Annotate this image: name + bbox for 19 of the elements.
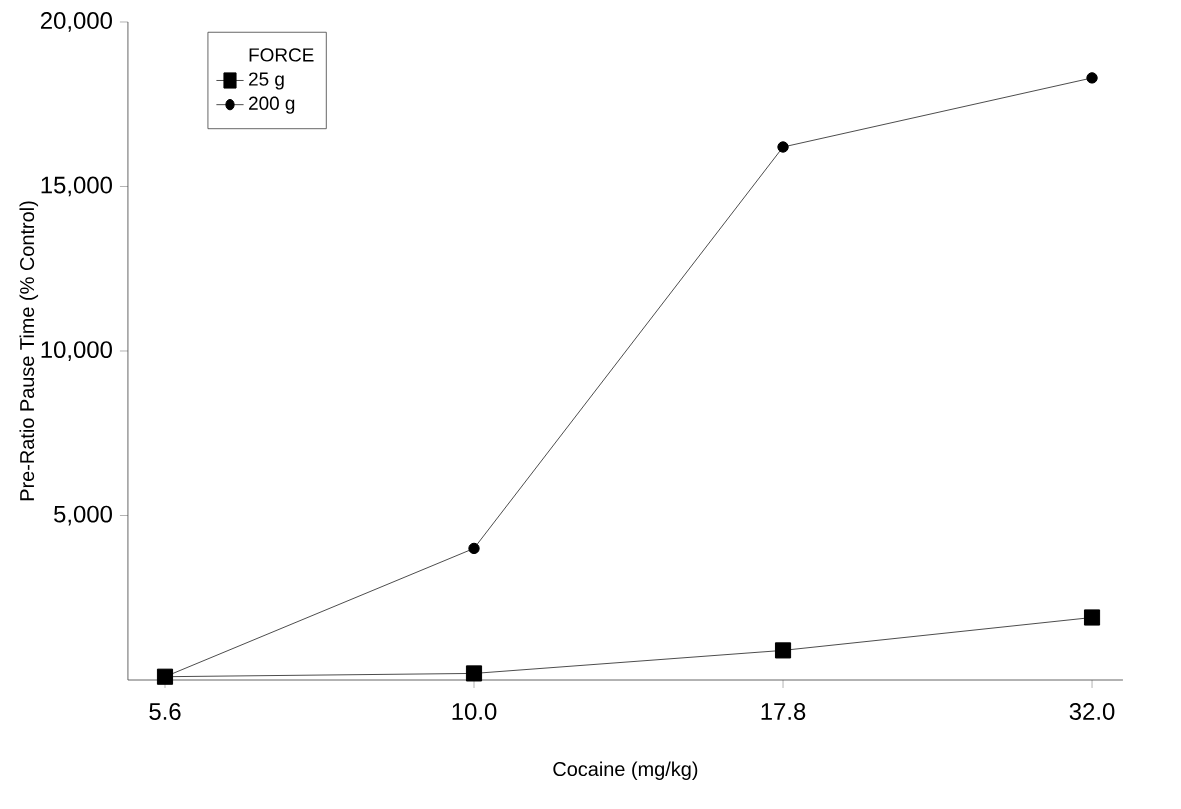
legend-title: FORCE [249,48,314,62]
legend-label: 25 g [249,72,284,90]
y-tick-label: 10,000 [41,341,112,361]
point [777,141,789,153]
point [774,642,792,659]
x-tick-label: 32.0 [1069,702,1115,720]
legend-label: 200 g [249,96,295,114]
point [1083,609,1101,626]
point [468,542,480,555]
point [1086,72,1098,84]
x-tick-label: 10.0 [452,702,497,720]
point [465,665,483,682]
x-tick-label: 5.6 [149,702,181,720]
x-axis-title: Cocaine (mg/kg) [553,761,698,781]
x-tick-label: 17.8 [761,702,806,720]
y-axis-title: Pre-Ratio Pause Time (% Control) [19,201,39,501]
y-tick-label: 15,000 [41,176,112,197]
y-tick-label: 20,000 [40,12,112,32]
y-tick-label: 5,000 [54,505,112,526]
